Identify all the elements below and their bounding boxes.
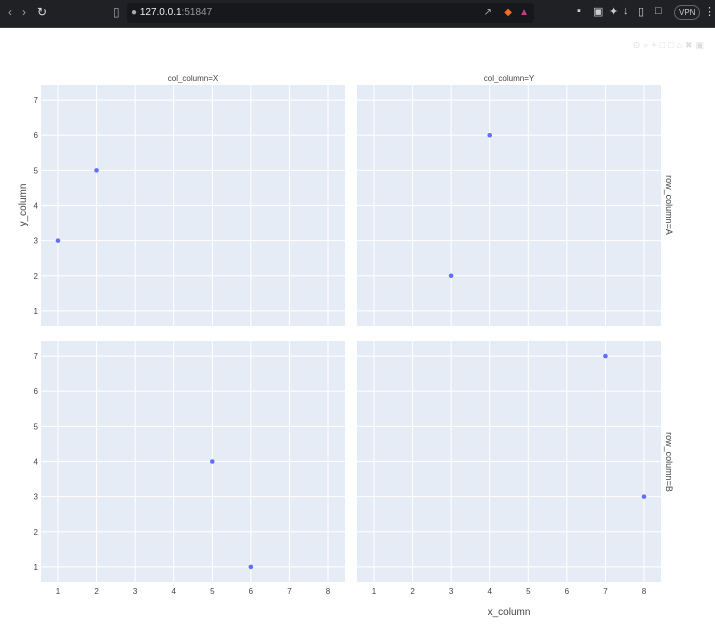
brave-rewards-icon[interactable]: ▲ bbox=[519, 7, 529, 18]
x-tick-label: 8 bbox=[642, 587, 647, 596]
x-axis-label: x_column bbox=[488, 607, 531, 618]
data-point bbox=[448, 273, 454, 279]
y-tick-label: 5 bbox=[34, 166, 39, 175]
col-title: col_column=Y bbox=[484, 74, 535, 83]
x-tick-label: 8 bbox=[326, 587, 331, 596]
site-info-icon[interactable]: ● bbox=[131, 7, 138, 18]
col-title: col_column=X bbox=[168, 74, 219, 83]
y-tick-label: 6 bbox=[34, 387, 39, 396]
back-icon[interactable]: ‹ bbox=[8, 5, 12, 19]
x-tick-label: 4 bbox=[171, 587, 176, 596]
row-title: row_column=B bbox=[664, 432, 674, 492]
brave-shield-icon[interactable]: ◆ bbox=[504, 7, 512, 18]
extension-icon[interactable]: ▣ bbox=[593, 6, 604, 18]
address-bar[interactable]: ● 127.0.0.1:51847 ↗ ◆ ▲ bbox=[127, 3, 534, 23]
x-tick-label: 3 bbox=[449, 587, 454, 596]
download-icon[interactable]: ↓ bbox=[623, 5, 629, 17]
bookmark-icon[interactable]: ▯ bbox=[113, 5, 120, 19]
url-port: :51847 bbox=[181, 7, 213, 18]
x-tick-label: 7 bbox=[287, 587, 292, 596]
reload-icon[interactable]: ↻ bbox=[37, 5, 48, 19]
data-point bbox=[487, 132, 493, 138]
y-tick-label: 1 bbox=[34, 307, 39, 316]
data-point bbox=[248, 564, 254, 570]
y-tick-label: 1 bbox=[34, 563, 39, 572]
y-tick-label: 4 bbox=[34, 202, 39, 211]
y-tick-label: 5 bbox=[34, 422, 39, 431]
puzzle-icon[interactable]: ✦ bbox=[609, 6, 619, 18]
x-tick-label: 5 bbox=[526, 587, 531, 596]
facet-panel: 1 2 3 4 5 6 7 8 bbox=[357, 341, 661, 596]
x-tick-label: 6 bbox=[565, 587, 570, 596]
menu-icon[interactable]: ⋮ bbox=[704, 6, 715, 18]
x-tick-label: 2 bbox=[410, 587, 415, 596]
y-axis-label: y_column bbox=[18, 184, 29, 227]
x-tick-label: 3 bbox=[133, 587, 138, 596]
x-tick-label: 6 bbox=[249, 587, 254, 596]
facet-panel: 1 2 3 4 5 6 7 8 1 2 3 4 5 6 7 bbox=[34, 341, 345, 596]
data-point bbox=[55, 238, 61, 243]
y-tick-label: 3 bbox=[34, 237, 39, 246]
browser-toolbar: ‹ › ↻ ▯ ● 127.0.0.1:51847 ↗ ◆ ▲ ▪ ▣ ✦ ↓ … bbox=[0, 0, 715, 28]
data-point bbox=[209, 459, 215, 464]
forward-icon[interactable]: › bbox=[22, 5, 26, 19]
x-tick-label: 1 bbox=[372, 587, 377, 596]
y-tick-label: 2 bbox=[34, 272, 39, 281]
x-tick-label: 7 bbox=[603, 587, 608, 596]
y-tick-label: 6 bbox=[34, 131, 39, 140]
y-tick-label: 7 bbox=[34, 352, 39, 361]
facet-panel bbox=[357, 85, 661, 326]
y-tick-label: 4 bbox=[34, 458, 39, 467]
x-tick-label: 4 bbox=[487, 587, 492, 596]
vpn-button[interactable]: VPN bbox=[674, 5, 701, 20]
data-point bbox=[641, 494, 647, 499]
plotly-modebar[interactable]: ⊙⌕+□□⌂✖▣ bbox=[632, 40, 707, 50]
y-tick-label: 2 bbox=[34, 528, 39, 537]
extension-icon[interactable]: ▪ bbox=[577, 5, 581, 17]
wallet-icon[interactable]: □ bbox=[655, 5, 662, 17]
x-tick-label: 5 bbox=[210, 587, 215, 596]
sidebar-icon[interactable]: ▯ bbox=[638, 6, 645, 18]
x-tick-label: 2 bbox=[94, 587, 99, 596]
facet-panel: 1 2 3 4 5 6 7 bbox=[34, 85, 345, 326]
data-point bbox=[94, 168, 99, 173]
url-host: 127.0.0.1 bbox=[139, 7, 182, 18]
data-point bbox=[603, 353, 608, 359]
share-icon[interactable]: ↗ bbox=[483, 7, 492, 18]
y-tick-label: 3 bbox=[34, 493, 39, 502]
row-title: row_column=A bbox=[664, 175, 674, 235]
y-tick-label: 7 bbox=[34, 96, 39, 105]
x-tick-label: 1 bbox=[56, 587, 61, 596]
